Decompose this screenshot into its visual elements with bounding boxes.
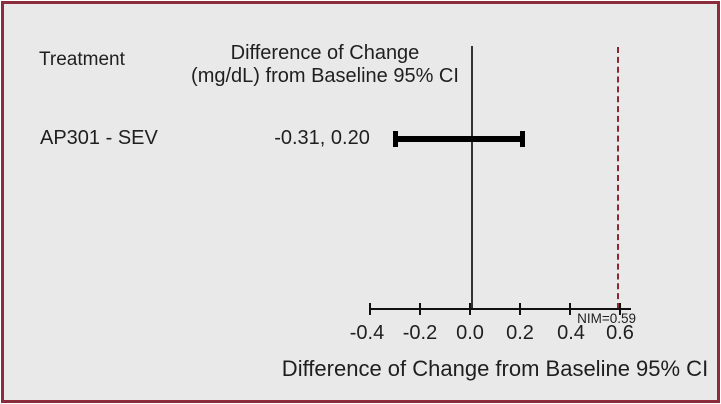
x-axis-line: [369, 308, 631, 310]
ci-column-header-line1: Difference of Change: [230, 42, 420, 64]
x-axis-tick: [619, 303, 621, 315]
x-axis-tick-label: 0.0: [456, 322, 484, 344]
x-axis-tick: [469, 303, 471, 315]
x-axis-tick-label: 0.6: [606, 322, 634, 344]
confidence-interval-bar: [395, 136, 524, 142]
ci-value-text: -0.31, 0.20: [274, 127, 370, 149]
treatment-column-header: Treatment: [39, 49, 125, 70]
x-axis-title: Difference of Change from Baseline 95% C…: [281, 356, 709, 381]
x-axis-tick: [419, 303, 421, 315]
nim-threshold-label: NIM=0.59: [577, 311, 636, 326]
zero-reference-line: [471, 46, 473, 309]
nim-dashed-line: [617, 47, 619, 309]
ci-column-header: Difference of Change (mg/dL) from Baseli…: [191, 42, 459, 88]
x-axis-tick: [369, 303, 371, 315]
x-axis-tick: [519, 303, 521, 315]
x-axis-tick-label: 0.4: [557, 322, 585, 344]
x-axis-tick: [569, 303, 571, 315]
error-bar-cap-right: [520, 131, 525, 147]
x-axis-tick-label: -0.4: [349, 322, 385, 344]
ci-column-header-line2: (mg/dL) from Baseline 95% CI: [191, 65, 459, 87]
x-axis-tick-label: -0.2: [402, 322, 438, 344]
treatment-name: AP301 - SEV: [40, 127, 158, 149]
x-axis-tick-label: 0.2: [506, 322, 534, 344]
error-bar-cap-left: [393, 131, 398, 147]
